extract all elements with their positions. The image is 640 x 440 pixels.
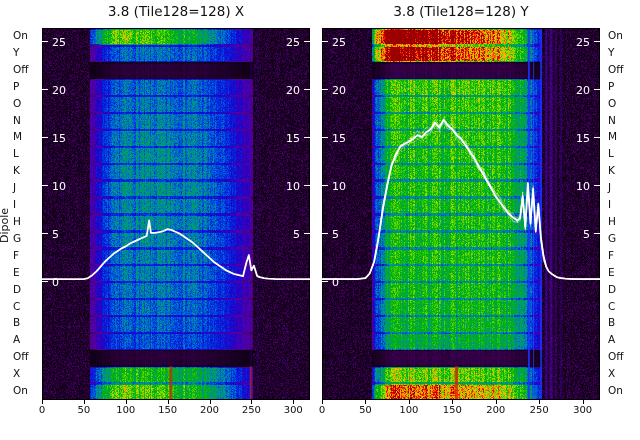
x-tick-mark — [322, 400, 323, 404]
dipole-row-label: G — [13, 232, 22, 245]
dipole-row-label: C — [608, 300, 616, 313]
dipole-row-label: On — [13, 385, 28, 398]
dipole-row-label: C — [13, 300, 21, 313]
x-tick-label: 250 — [529, 405, 549, 416]
x-tick-label: 200 — [486, 405, 506, 416]
dipole-row-label: I — [608, 199, 612, 212]
dipole-row-label: O — [13, 97, 22, 110]
x-tick-mark — [251, 400, 253, 404]
dipole-row-label: H — [608, 216, 616, 228]
dipole-row-label: L — [13, 148, 19, 161]
x-tick-mark — [209, 400, 211, 404]
x-tick-label: 300 — [283, 405, 303, 416]
x-tick-label: 150 — [158, 405, 178, 416]
dipole-row-label: H — [13, 216, 21, 228]
x-tick-mark — [167, 400, 169, 404]
dipole-row-label: F — [608, 249, 615, 262]
x-tick-mark — [539, 400, 541, 404]
dipole-row-label: K — [608, 165, 615, 178]
plot-x-title: 3.8 (Tile128=128) X — [107, 4, 245, 20]
dipole-row-label: G — [608, 232, 617, 245]
dipole-row-label: Off — [608, 351, 624, 364]
dipole-row-label: P — [608, 80, 615, 93]
x-tick-label: 150 — [442, 405, 462, 416]
dipole-row-label: B — [608, 317, 616, 330]
heatmap-x-canvas — [42, 28, 310, 400]
dipole-row-label: Off — [13, 351, 29, 364]
x-tick-mark — [42, 400, 43, 404]
dipole-row-label: I — [13, 199, 17, 212]
dipole-row-label: On — [13, 30, 28, 42]
x-tick-label: 250 — [241, 405, 261, 416]
x-tick-label: 300 — [573, 405, 593, 416]
heatmap-y-canvas — [322, 28, 600, 400]
dipole-row-label: B — [13, 317, 21, 330]
dipole-row-label: D — [13, 283, 22, 296]
x-tick-mark — [83, 400, 85, 404]
dipole-row-label: A — [608, 334, 616, 347]
dipole-row-label: K — [13, 165, 20, 178]
x-tick-mark — [495, 400, 497, 404]
x-tick-label: 0 — [318, 405, 326, 416]
dipole-row-label: N — [608, 114, 616, 127]
dipole-row-label: N — [13, 114, 21, 127]
dipole-row-label: On — [608, 30, 623, 42]
dipole-row-label: D — [608, 283, 617, 296]
x-tick-mark — [365, 400, 367, 404]
dipole-row-label: F — [13, 249, 20, 262]
dipole-row-label: Off — [608, 63, 624, 76]
x-tick-label: 200 — [199, 405, 220, 416]
x-tick-mark — [293, 400, 295, 404]
dipole-row-label: E — [13, 266, 20, 279]
dipole-row-label: L — [608, 148, 614, 161]
x-axis-ticks-left-plot: 0 50 100 150 200 250 300 — [38, 400, 310, 420]
dipole-row-label: A — [13, 334, 21, 347]
dipole-labels-left: On Y Off P O N M L K J I H G F E D C B A Off X On — [13, 28, 43, 400]
dipole-row-label: Off — [13, 63, 29, 76]
x-tick-label: 0 — [38, 405, 46, 416]
x-tick-mark — [408, 400, 410, 404]
x-axis-ticks-right-plot: 0 50 100 150 200 250 300 — [318, 400, 600, 420]
plot-y-title: 3.8 (Tile128=128) Y — [393, 4, 529, 20]
x-tick-mark — [125, 400, 127, 404]
x-tick-mark — [582, 400, 584, 404]
x-tick-label: 50 — [77, 405, 91, 416]
x-tick-label: 100 — [116, 405, 136, 416]
dipole-labels-right: On Y Off P O N M L K J I H G F E D C B A Off X On — [608, 28, 638, 400]
dipole-row-label: Y — [13, 46, 20, 59]
dipole-row-label: J — [13, 182, 17, 195]
dipole-row-label: On — [608, 385, 623, 398]
dipole-row-label: M — [13, 131, 23, 144]
dipole-row-label: M — [608, 131, 618, 144]
x-tick-mark — [452, 400, 454, 404]
dipole-row-label: P — [13, 80, 20, 93]
dipole-row-label: X — [13, 368, 21, 381]
dipole-row-label: J — [608, 182, 612, 195]
dipole-row-label: O — [608, 97, 617, 110]
dipole-row-label: Y — [608, 46, 615, 59]
x-tick-label: 100 — [399, 405, 419, 416]
dipole-row-label: E — [608, 266, 615, 279]
dipole-row-label: X — [608, 368, 616, 381]
x-tick-label: 50 — [359, 405, 372, 416]
dipole-axis-label: Dipole — [0, 207, 11, 243]
